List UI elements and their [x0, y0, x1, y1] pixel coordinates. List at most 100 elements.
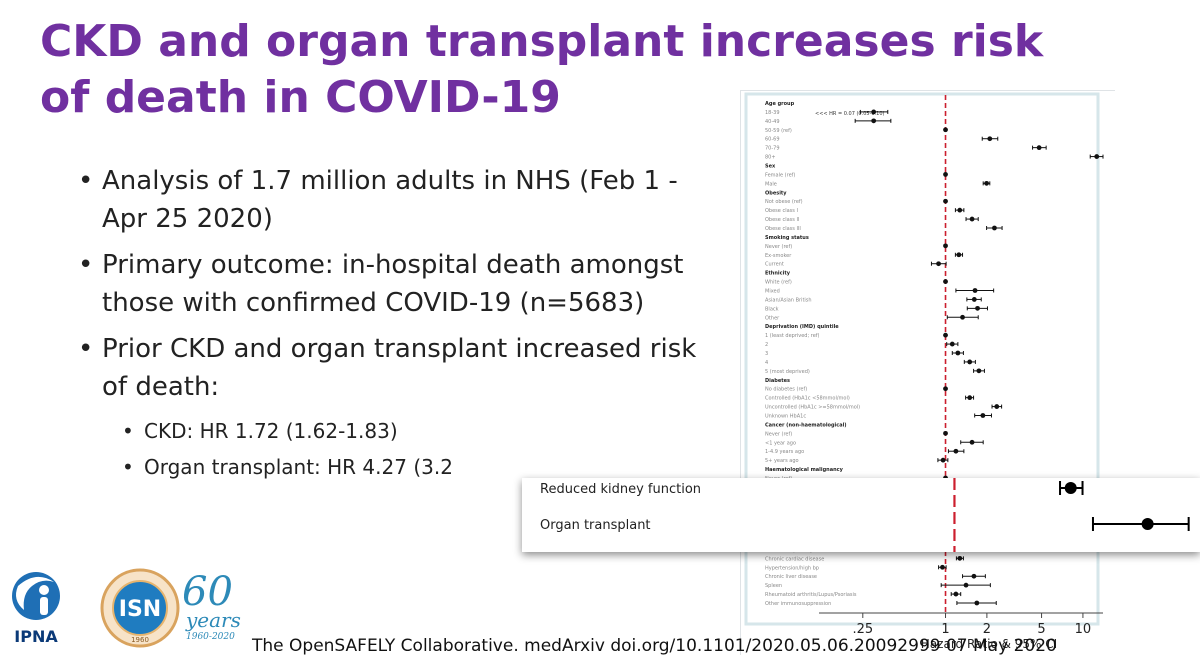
- hr-point: [953, 591, 959, 597]
- hr-point: [953, 448, 959, 454]
- row-label: Not obese (ref): [765, 199, 803, 205]
- row-label: Smoking status: [765, 235, 809, 241]
- row-label: Mixed: [765, 289, 780, 295]
- row-label: Asian/Asian British: [765, 297, 812, 303]
- row-label: Age group: [765, 101, 795, 107]
- anniversary-logo: 60 years 1960-2020: [182, 572, 242, 644]
- isn-seal-icon: ISN 1960: [100, 568, 180, 648]
- row-label: Obese class II: [765, 217, 799, 223]
- row-label: Ex-smoker: [765, 253, 792, 259]
- zoom-hr-point: [1064, 482, 1077, 494]
- row-label: 50-59 (ref): [765, 128, 792, 134]
- hr-point: [992, 225, 997, 231]
- row-label: Other: [765, 315, 780, 321]
- zoom-row-label: Organ transplant: [540, 518, 651, 533]
- row-label: 4: [765, 360, 768, 366]
- sub-bullet-ckd: CKD: HR 1.72 (1.62-1.83): [122, 414, 718, 448]
- row-label: Chronic cardiac disease: [765, 556, 824, 562]
- hr-point: [936, 261, 941, 267]
- hr-point: [969, 439, 975, 445]
- x-tick-label: 1: [941, 622, 949, 637]
- hr-point: [969, 216, 975, 222]
- ipna-logo-text: IPNA: [14, 627, 58, 646]
- row-label: 40-49: [765, 119, 780, 125]
- hr-point: [871, 118, 877, 124]
- row-label: Unknown HbA1c: [765, 414, 806, 420]
- x-tick-label: .25: [852, 622, 873, 637]
- row-label: Hypertension/high bp: [765, 565, 819, 571]
- row-label: Never (ref): [765, 244, 792, 250]
- forest-plot-svg: <<< HR = 0.07 (0.05-0.10) Age group 18-39 4…: [741, 91, 1116, 656]
- slide-title: CKD and organ transplant increases risk …: [40, 16, 1044, 123]
- hr-point: [980, 413, 986, 418]
- row-label: Obese class I: [765, 208, 798, 214]
- row-label: 80+: [765, 155, 776, 161]
- row-label: 3: [765, 351, 768, 357]
- forest-background: [741, 91, 1116, 656]
- ipna-globe-icon: [12, 572, 60, 620]
- zoom-inset-svg: Reduced kidney function Organ transplant: [540, 478, 1190, 552]
- row-label: Controlled (HbA1c <58mmol/mol): [765, 396, 850, 402]
- row-label: 2: [765, 342, 768, 348]
- hr-point: [976, 368, 982, 374]
- hr-point: [940, 457, 946, 463]
- x-axis-label: Hazard Ratio & 95% CI: [921, 637, 1057, 651]
- row-label: 18-39: [765, 110, 780, 116]
- hr-point: [957, 207, 963, 213]
- row-label: Rheumatoid arthritis/Lupus/Psoriasis: [765, 592, 857, 598]
- x-tick-label: 2: [983, 622, 991, 637]
- row-label: Uncontrolled (HbA1c >=58mmol/mol): [765, 405, 860, 411]
- hr-point: [940, 564, 945, 570]
- row-label: No diabetes (ref): [765, 387, 807, 393]
- row-label: 60-69: [765, 137, 780, 143]
- hr-point: [956, 252, 962, 258]
- row-label: Black: [765, 306, 779, 312]
- sub-bullet-transplant: Organ transplant: HR 4.27 (3.2: [122, 450, 718, 484]
- row-label: Deprivation (IMD) quintile: [765, 324, 839, 330]
- hr-point: [943, 279, 948, 284]
- hr-point: [943, 172, 948, 177]
- bullet-analysis: Analysis of 1.7 million adults in NHS (F…: [78, 162, 718, 238]
- hr-point: [967, 395, 973, 401]
- row-label: 5 (most deprived): [765, 369, 810, 375]
- x-tick-label: 10: [1075, 622, 1092, 637]
- row-label: Sex: [765, 164, 776, 170]
- bullet-prior-ckd: Prior CKD and organ transplant increased…: [78, 330, 718, 406]
- row-label: 1-4.9 years ago: [765, 449, 804, 455]
- citation: The OpenSAFELY Collaborative. medArxiv d…: [252, 636, 1057, 656]
- annotation-hr-truncated: <<< HR = 0.07 (0.05-0.10): [815, 111, 885, 117]
- hr-point: [1094, 154, 1100, 159]
- isn-logo: ISN 1960: [100, 568, 180, 648]
- row-label: Chronic liver disease: [765, 574, 817, 580]
- hr-point: [943, 198, 948, 204]
- hr-point: [984, 180, 989, 186]
- forest-plot: <<< HR = 0.07 (0.05-0.10) Age group 18-39 4…: [740, 90, 1116, 656]
- row-label: Spleen: [765, 583, 782, 589]
- hr-point: [971, 297, 977, 302]
- row-label: White (ref): [765, 280, 792, 286]
- hr-point: [994, 404, 1000, 409]
- hr-point: [974, 600, 980, 606]
- hr-point: [987, 136, 993, 142]
- anniversary-word: years: [186, 608, 241, 632]
- hr-point: [971, 573, 977, 579]
- hr-point: [972, 288, 978, 293]
- row-label: Ethnicity: [765, 271, 791, 277]
- row-label: <1 year ago: [765, 440, 796, 446]
- row-label: Other immunosuppression: [765, 601, 831, 607]
- hr-point: [943, 430, 948, 436]
- hr-point: [955, 350, 961, 356]
- forest-plot-frame: [744, 92, 1100, 626]
- row-label: 1 (least deprived; ref): [765, 333, 820, 339]
- row-label: 5+ years ago: [765, 458, 799, 464]
- hr-point: [1036, 145, 1042, 151]
- bullet-primary-outcome: Primary outcome: in-hospital death among…: [78, 246, 718, 322]
- forest-plot-zoom-inset: Reduced kidney function Organ transplant: [522, 478, 1200, 552]
- hr-point: [943, 243, 948, 249]
- hr-point: [957, 555, 963, 561]
- hr-point: [960, 314, 965, 320]
- row-label: Haematological malignancy: [765, 467, 844, 473]
- hr-point: [943, 386, 948, 392]
- hr-point: [963, 582, 969, 588]
- zoom-hr-point: [1141, 518, 1154, 530]
